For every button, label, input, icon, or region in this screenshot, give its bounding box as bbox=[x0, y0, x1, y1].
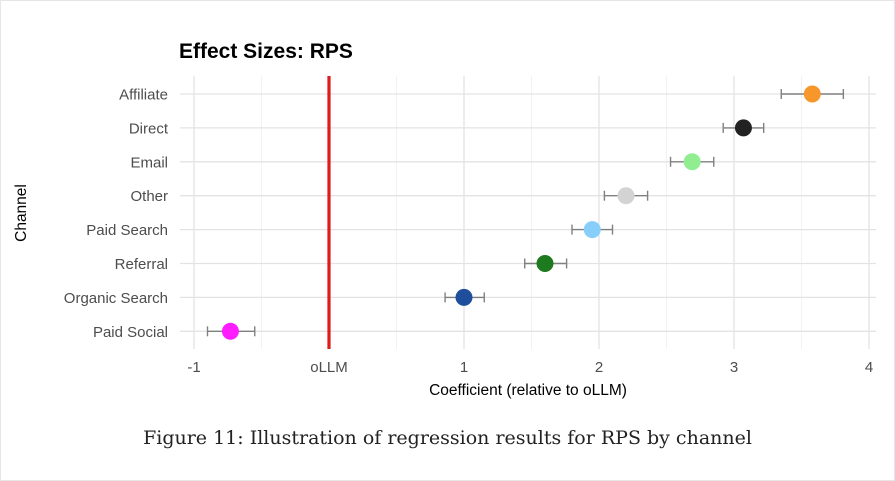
y-axis-title: Channel bbox=[13, 184, 30, 242]
y-tick-label: Paid Social bbox=[93, 324, 168, 341]
x-tick-label: 4 bbox=[865, 359, 873, 376]
point-direct bbox=[734, 119, 752, 137]
x-tick-labels: -1 oLLM 1 2 3 4 bbox=[187, 359, 873, 376]
y-tick-labels: Affiliate Direct Email Other Paid Search Refe… bbox=[64, 87, 169, 341]
grid bbox=[180, 76, 876, 349]
chart-title: Effect Sizes: RPS bbox=[179, 40, 353, 63]
point-paid-social bbox=[221, 322, 239, 340]
point-organic-search bbox=[455, 288, 473, 306]
y-tick-label: Paid Search bbox=[86, 222, 168, 239]
point-referral bbox=[536, 255, 554, 272]
error-bars bbox=[206, 89, 845, 337]
y-tick-label: Email bbox=[130, 154, 168, 171]
y-tick-label: Direct bbox=[129, 120, 169, 137]
chart: Effect Sizes: RPS Affiliate Direct Email Ot… bbox=[13, 40, 876, 399]
point-email bbox=[683, 153, 701, 171]
y-tick-label: Organic Search bbox=[64, 290, 168, 307]
y-tick-label: Referral bbox=[115, 256, 168, 273]
point-other bbox=[617, 187, 635, 205]
x-axis-title: Coefficient (relative to oLLM) bbox=[429, 382, 627, 399]
point-paid-search bbox=[583, 221, 601, 239]
y-tick-label: Other bbox=[130, 188, 168, 205]
point-affiliate bbox=[803, 85, 821, 103]
data-points bbox=[221, 85, 821, 340]
x-tick-label: 3 bbox=[730, 359, 738, 376]
figure-caption: Figure 11: Illustration of regression re… bbox=[143, 427, 752, 449]
x-tick-label: 1 bbox=[460, 359, 468, 376]
y-tick-label: Affiliate bbox=[119, 87, 168, 104]
x-tick-label: oLLM bbox=[310, 359, 348, 376]
x-tick-label: 2 bbox=[595, 359, 603, 376]
x-tick-label: -1 bbox=[187, 359, 200, 376]
